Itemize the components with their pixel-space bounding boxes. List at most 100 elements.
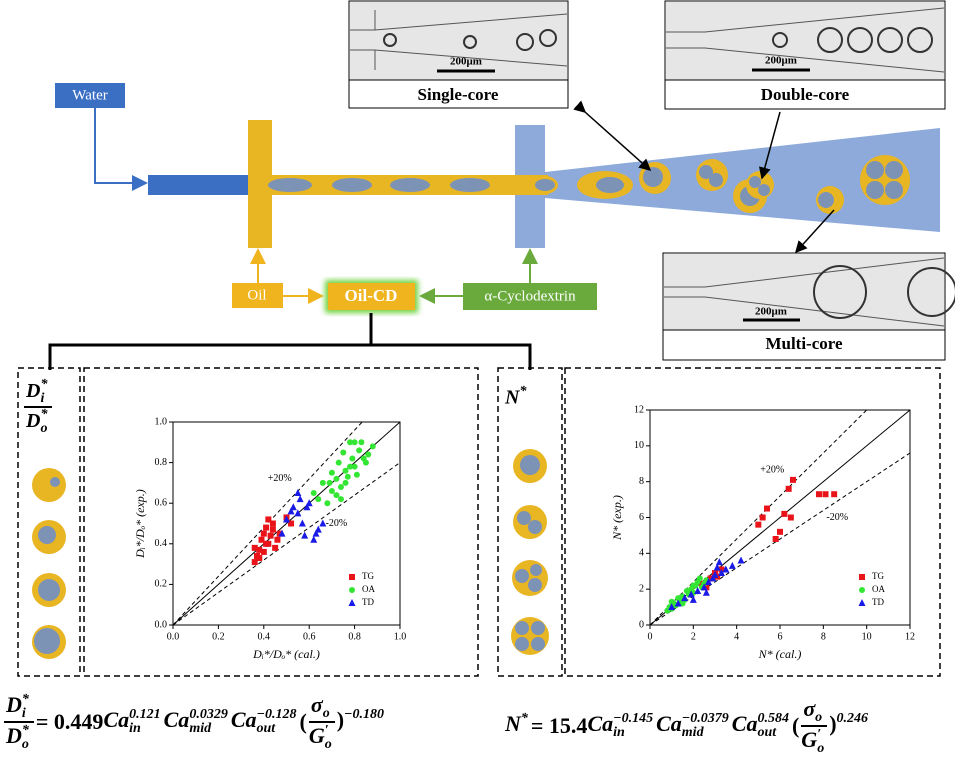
y-tick-label: 6 [639, 512, 644, 523]
point [351, 439, 358, 446]
plot-area [172, 421, 401, 626]
point [256, 546, 263, 553]
point [335, 459, 342, 466]
arrow [758, 111, 781, 180]
subscript [344, 722, 384, 736]
reference-line [172, 421, 363, 626]
math-base: Ca [731, 711, 758, 737]
equation: N * = 15.4 Ca −0.145 in Ca −0.0379 mid Ca 0.584 ou… [505, 696, 871, 756]
point [353, 471, 360, 478]
scripts: ′ o [817, 727, 824, 756]
point [333, 492, 340, 499]
math-base: ) [336, 707, 345, 733]
math-term: D * i D * o [22, 378, 54, 436]
point [781, 510, 788, 517]
superscript: ′ [324, 722, 329, 738]
point [288, 520, 295, 527]
point [668, 603, 676, 611]
legend-label: TG [362, 571, 374, 581]
point [337, 483, 344, 490]
math-text: ( [791, 712, 800, 738]
math-text: ( [299, 708, 307, 734]
panel [497, 367, 563, 677]
math-term: Ca 0.584 out [732, 711, 792, 740]
x-tick-label: 0.8 [348, 631, 361, 642]
point [772, 536, 779, 542]
numerator: σ o [308, 692, 335, 723]
point [289, 503, 297, 511]
point [694, 586, 702, 594]
math-base: D [6, 722, 22, 748]
math-term: σ o G ′ o [307, 692, 337, 752]
oil-label: Oil [247, 287, 266, 303]
scripts: ′ o [324, 722, 332, 752]
point [709, 574, 717, 582]
math-base: G [308, 722, 325, 748]
point [365, 451, 372, 458]
point [703, 584, 710, 591]
subscript [519, 399, 526, 413]
x-tick-label: 12 [905, 631, 915, 642]
oil-box [232, 283, 283, 308]
scripts: * o [22, 723, 29, 752]
scripts: 0.584 out [757, 712, 789, 740]
point [689, 595, 697, 603]
y-tick-label: 4 [639, 548, 644, 559]
legend-label: TG [872, 571, 884, 581]
y-tick-label: 10 [634, 440, 644, 451]
scripts: * i [40, 378, 47, 406]
chart: 0.0 0.2 0.4 0.6 0.8 1.0 0.0 0.2 0.4 0.6 0.8 1.0 Dᵢ*/… [133, 416, 407, 660]
point [265, 516, 272, 523]
point [700, 583, 708, 591]
point [340, 449, 347, 456]
point [816, 491, 822, 498]
math-base: N [505, 386, 520, 409]
side-label: D * i D * o [22, 378, 54, 436]
scale-label: 200μm [450, 56, 482, 68]
y-axis-label: N* (exp.) [610, 495, 624, 541]
scale-label: 200μm [755, 306, 787, 318]
point [790, 476, 796, 483]
legend-label: OA [872, 584, 885, 594]
x-tick-label: 0.4 [258, 631, 271, 642]
point [301, 531, 309, 539]
superscript: * [40, 407, 48, 422]
point [258, 536, 265, 543]
math-base: N [505, 711, 521, 737]
y-tick-label: 0.6 [155, 497, 168, 508]
math-term: G ′ o [308, 722, 335, 751]
point [344, 473, 351, 480]
subscript [521, 726, 528, 740]
point [263, 524, 270, 531]
subscript: mid [189, 721, 212, 737]
scripts: o [815, 697, 822, 725]
scripts: 0.121 in [129, 708, 161, 736]
point [358, 439, 365, 446]
point [328, 469, 335, 476]
point [351, 463, 358, 470]
point [711, 570, 719, 578]
chart: 0 2 4 6 8 10 12 0 2 4 6 8 10 12 N* (cal.) N* (exp.) +20%… [610, 404, 915, 660]
y-tick-label: 0.4 [155, 538, 168, 549]
point [777, 528, 783, 535]
math-base: D [6, 692, 22, 717]
annotation: -20% [826, 512, 848, 523]
point [274, 536, 281, 543]
point [260, 530, 267, 537]
scripts: * i [22, 692, 29, 721]
math-base: Ca [163, 707, 190, 733]
reference-line [649, 452, 911, 626]
oil-cd-label: Oil-CD [345, 286, 398, 305]
math-term: D * i D * o [2, 692, 36, 752]
legend-marker [348, 599, 356, 606]
x-axis-label: Dᵢ*/Dₒ* (cal.) [252, 647, 320, 661]
superscript: * [519, 384, 527, 399]
diagram: Water Oil Oil-CD α-Cyclodextrin Single-c… [17, 0, 955, 677]
math-base: Ca [656, 711, 682, 737]
legend-marker [859, 587, 865, 593]
arrow [94, 108, 148, 191]
math-term: Ca 0.0329 mid [164, 707, 231, 736]
scripts: −0.145 in [613, 712, 653, 740]
scripts: * o [40, 408, 47, 436]
